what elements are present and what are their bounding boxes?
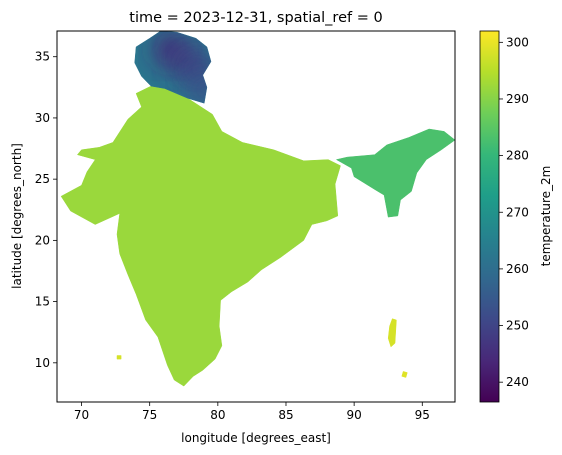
y-tick-label: 25 — [35, 172, 50, 186]
region-north-east — [335, 128, 455, 218]
colorbar-tick-label: 250 — [506, 319, 529, 333]
colorbar-label: temperature_2m — [539, 166, 553, 267]
colorbar-tick-label: 290 — [506, 92, 529, 106]
y-tick-label: 20 — [35, 233, 50, 247]
y-tick-label: 10 — [35, 356, 50, 370]
region-nicobar-islands — [401, 371, 408, 378]
x-axis-ticks: 70 75 80 85 90 95 — [74, 402, 430, 422]
region-lakshadweep — [116, 355, 122, 360]
plot-area — [60, 31, 455, 387]
x-tick-label: 95 — [415, 408, 430, 422]
x-tick-label: 80 — [210, 408, 225, 422]
x-tick-label: 70 — [74, 408, 89, 422]
cold-spot-3 — [188, 73, 212, 104]
y-axis-label: latitude [degrees_north] — [10, 143, 24, 289]
regions-layer — [60, 31, 455, 387]
y-axis-ticks: 10 15 20 25 30 35 — [35, 50, 57, 370]
colorbar-tick-label: 300 — [506, 35, 529, 49]
x-tick-label: 85 — [278, 408, 293, 422]
region-andaman-islands — [387, 318, 397, 348]
colorbar — [479, 30, 500, 403]
colorbar-tick-label: 260 — [506, 262, 529, 276]
y-tick-label: 35 — [35, 50, 50, 64]
colorbar-ticks: 240 250 260 270 280 290 300 — [499, 35, 529, 389]
plot-frame — [56, 30, 456, 403]
x-tick-label: 90 — [346, 408, 361, 422]
colorbar-tick-label: 270 — [506, 205, 529, 219]
colorbar-tick-label: 240 — [506, 375, 529, 389]
region-mainland — [60, 85, 341, 387]
x-tick-label: 75 — [142, 408, 157, 422]
x-axis-label: longitude [degrees_east] — [181, 431, 331, 445]
colorbar-tick-label: 280 — [506, 149, 529, 163]
y-tick-label: 15 — [35, 295, 50, 309]
cold-spots-layer — [154, 33, 212, 104]
chart-title: time = 2023-12-31, spatial_ref = 0 — [129, 10, 382, 26]
y-tick-label: 30 — [35, 111, 50, 125]
